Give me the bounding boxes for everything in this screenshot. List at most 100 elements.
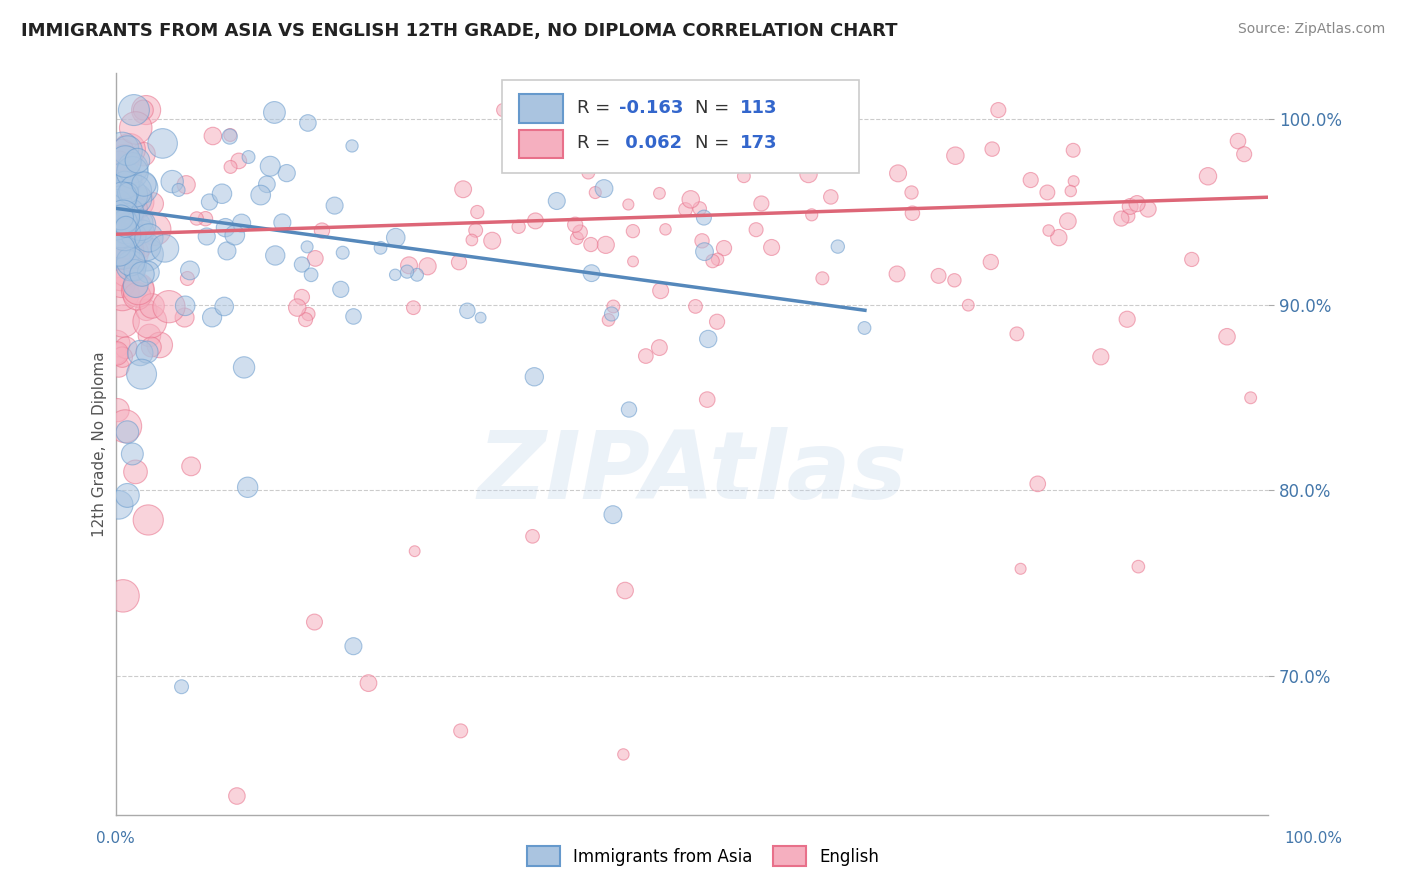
Point xyxy=(464,223,486,237)
Point xyxy=(121,165,143,179)
Point xyxy=(111,143,134,157)
Point xyxy=(114,419,136,434)
Point xyxy=(138,328,160,343)
Point xyxy=(276,166,298,180)
Point xyxy=(127,284,149,298)
Point xyxy=(551,136,574,150)
Point xyxy=(120,188,142,202)
Point xyxy=(131,267,153,281)
Point xyxy=(402,301,425,315)
Point xyxy=(565,231,588,245)
Point xyxy=(139,314,162,328)
Point xyxy=(648,341,671,355)
Point xyxy=(120,259,142,273)
Point xyxy=(617,402,640,417)
Point xyxy=(157,300,180,314)
Point xyxy=(112,245,135,260)
Point xyxy=(706,252,728,267)
Point xyxy=(523,369,546,384)
Point xyxy=(745,223,768,237)
Point xyxy=(138,265,160,279)
Point xyxy=(233,360,256,375)
Point xyxy=(225,789,247,803)
Point xyxy=(127,153,149,168)
Text: IMMIGRANTS FROM ASIA VS ENGLISH 12TH GRADE, NO DIPLOMA CORRELATION CHART: IMMIGRANTS FROM ASIA VS ENGLISH 12TH GRA… xyxy=(21,22,897,40)
Point xyxy=(219,160,242,174)
Point xyxy=(285,301,308,315)
Point xyxy=(648,186,671,201)
Point xyxy=(1047,230,1070,244)
Point xyxy=(141,340,163,354)
Point xyxy=(180,459,202,474)
Point xyxy=(152,136,174,151)
Point xyxy=(713,241,735,255)
Text: -0.163: -0.163 xyxy=(620,99,683,117)
Point xyxy=(704,121,727,136)
Point xyxy=(129,346,152,360)
Point xyxy=(461,233,484,247)
Point xyxy=(612,747,634,762)
Point xyxy=(689,202,711,216)
Point xyxy=(127,201,149,215)
Point xyxy=(928,268,950,283)
Point xyxy=(340,139,363,153)
Point xyxy=(693,244,716,259)
Point xyxy=(135,240,157,254)
Point xyxy=(121,447,143,461)
Point xyxy=(201,310,224,325)
Point xyxy=(1137,202,1160,216)
Point xyxy=(135,302,157,317)
Point xyxy=(1090,350,1112,364)
Point xyxy=(450,723,472,738)
Point xyxy=(1227,134,1250,148)
Point xyxy=(1111,211,1133,226)
Point xyxy=(141,196,163,211)
Point xyxy=(121,161,143,175)
Point xyxy=(1119,199,1142,213)
Point xyxy=(110,277,132,291)
Point xyxy=(115,263,138,277)
Point xyxy=(124,465,146,479)
Point xyxy=(167,183,190,197)
Point xyxy=(108,243,131,257)
Point xyxy=(679,116,702,130)
Point xyxy=(384,268,406,282)
Point xyxy=(115,242,138,256)
Point xyxy=(115,341,138,355)
Point xyxy=(811,271,834,285)
Point xyxy=(114,178,136,192)
Point xyxy=(564,218,586,232)
Point xyxy=(581,266,603,280)
Point xyxy=(249,188,271,202)
Point xyxy=(127,282,149,296)
Point xyxy=(114,154,136,169)
Point xyxy=(111,142,134,156)
Point xyxy=(470,310,492,325)
Point xyxy=(111,210,134,224)
Point xyxy=(546,194,568,208)
Point xyxy=(125,236,148,251)
Point xyxy=(492,103,515,117)
Point xyxy=(195,229,218,244)
Point xyxy=(980,255,1002,269)
Point xyxy=(576,165,599,179)
Point xyxy=(153,241,176,255)
Point xyxy=(173,310,195,325)
Point xyxy=(135,103,157,117)
Point xyxy=(122,103,145,117)
Point xyxy=(219,128,242,142)
Point xyxy=(853,321,876,335)
Point xyxy=(593,181,616,195)
Point xyxy=(215,244,238,258)
Point xyxy=(733,169,755,184)
Point xyxy=(1116,209,1139,223)
Point xyxy=(707,156,730,170)
Point xyxy=(522,529,544,543)
Point xyxy=(957,298,980,312)
Point xyxy=(125,192,148,206)
Point xyxy=(690,234,713,248)
Point xyxy=(131,367,153,381)
Point xyxy=(198,194,221,209)
Point xyxy=(194,211,217,226)
Text: R =: R = xyxy=(576,135,616,153)
